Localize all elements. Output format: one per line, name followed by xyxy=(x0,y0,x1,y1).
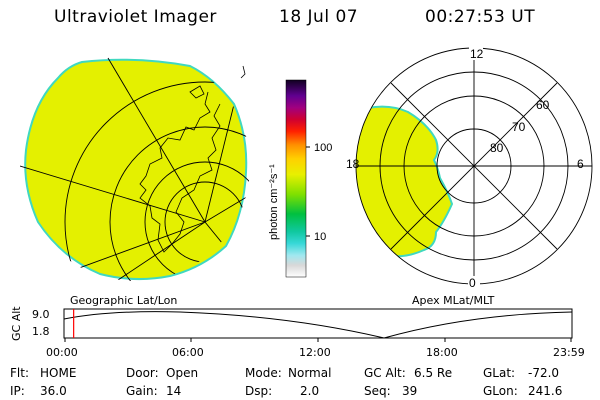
colorbar: 100 10 photon cm⁻²s⁻¹ xyxy=(268,79,332,278)
timeline-xtick-0600: 06:00 xyxy=(172,346,204,359)
ip-value: 36.0 xyxy=(40,384,67,398)
geo-coastline xyxy=(240,65,246,79)
colorbar-tick-label-10: 10 xyxy=(314,231,326,243)
geo-coastline xyxy=(189,85,205,99)
instrument-title: Ultraviolet Imager xyxy=(54,7,217,27)
apex-aurora-region xyxy=(356,105,454,258)
apex-caption: Apex MLat/MLT xyxy=(412,294,495,307)
timeline-ylabel: GC Alt xyxy=(10,306,23,341)
gc-alt-value: 6.5 Re xyxy=(414,366,453,380)
geo-meridian xyxy=(20,165,206,223)
glat-value: -72.0 xyxy=(528,366,560,380)
colorbar-tick-label-100: 100 xyxy=(314,142,332,154)
geographic-auroral-image xyxy=(20,57,250,281)
timeline-xtick-1800: 18:00 xyxy=(426,346,458,359)
gc-alt-label: GC Alt: xyxy=(364,366,406,380)
mlt-line-diag xyxy=(390,82,558,250)
glon-label: GLon: xyxy=(483,384,518,398)
geo-meridian xyxy=(204,194,250,223)
geo-lat-circle xyxy=(144,161,250,281)
mlt-label-18: 18 xyxy=(346,157,360,171)
mlt-label-12: 12 xyxy=(470,47,484,61)
mlt-label-bg xyxy=(469,47,483,60)
dsp-value: 2.0 xyxy=(300,384,320,398)
timeline-xtick-0000: 00:00 xyxy=(46,346,78,359)
geographic-aurora-region xyxy=(24,58,248,281)
mlt-label-bg xyxy=(468,276,480,289)
door-label: Door: xyxy=(126,366,159,380)
dsp-label: Dsp: xyxy=(245,384,273,398)
mlt-label-0: 0 xyxy=(469,276,476,290)
colorbar-unit-label: photon cm⁻²s⁻¹ xyxy=(268,164,280,240)
seq-label: Seq: xyxy=(364,384,391,398)
gc-altitude-curve xyxy=(63,311,573,339)
glat-label: GLat: xyxy=(483,366,516,380)
timeline-xtick-1200: 12:00 xyxy=(299,346,331,359)
mlat-label-80: 80 xyxy=(490,141,504,155)
geo-lat-circle xyxy=(64,81,250,281)
time-label: 00:27:53 UT xyxy=(425,7,536,27)
date-label: 18 Jul 07 xyxy=(279,7,359,27)
gain-value: 14 xyxy=(166,384,182,398)
geographic-caption: Geographic Lat/Lon xyxy=(70,294,178,307)
geo-coastline xyxy=(139,91,221,253)
timeline-frame xyxy=(63,308,573,339)
glon-value: 241.6 xyxy=(528,384,563,398)
geo-meridian xyxy=(107,57,206,223)
geo-lat-circle xyxy=(109,126,250,281)
ip-label: IP: xyxy=(10,384,25,398)
mlat-label-70: 70 xyxy=(512,120,526,134)
mode-label: Mode: xyxy=(245,366,282,380)
mlat-label-60: 60 xyxy=(536,98,550,112)
timeline-ymax: 9.0 xyxy=(32,308,50,321)
timeline-xtick-2359: 23:59 xyxy=(553,346,585,359)
altitude-timeline xyxy=(63,308,573,342)
apex-polar-plot: 12 18 6 0 60 70 80 xyxy=(346,47,593,290)
colorbar-gradient xyxy=(285,79,307,278)
gain-label: Gain: xyxy=(126,384,158,398)
door-value: Open xyxy=(166,366,199,380)
flight-value: HOME xyxy=(40,366,77,380)
mlt-label-6: 6 xyxy=(577,157,584,171)
mode-value: Normal xyxy=(288,366,332,380)
seq-value: 39 xyxy=(402,384,418,398)
timeline-ymin: 1.8 xyxy=(32,325,50,338)
flight-label: Flt: xyxy=(10,366,29,380)
